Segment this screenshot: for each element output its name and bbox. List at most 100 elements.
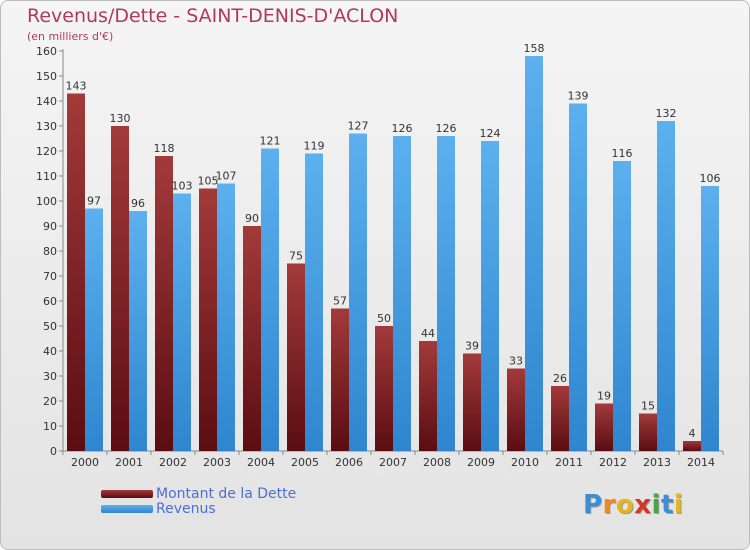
y-tick-label: 150	[36, 70, 57, 83]
logo-letter: P	[583, 490, 603, 520]
logo-letter: i	[651, 490, 661, 520]
bar-chart: 0 10 20 30 40 50 60 70 80 90 100 110 120 130 140 150 160…	[36, 42, 724, 469]
x-tick-label: 2014	[687, 456, 715, 469]
bar-dette-2002	[155, 156, 173, 451]
bar-revenus-2011	[569, 103, 587, 451]
bar-revenus-2014	[701, 186, 719, 451]
data-label-dette-2013: 15	[641, 400, 655, 413]
bar-dette-2012	[595, 403, 613, 451]
data-label-revenus-2010: 158	[524, 42, 545, 55]
data-label-dette-2003: 105	[198, 175, 219, 188]
data-label-dette-2011: 26	[553, 372, 567, 385]
bar-revenus-2005	[305, 153, 323, 451]
chart-bars	[67, 56, 719, 451]
bar-dette-2014	[683, 441, 701, 451]
data-label-dette-2000: 143	[66, 80, 87, 93]
y-tick-label: 20	[43, 395, 57, 408]
data-label-dette-2010: 33	[509, 355, 523, 368]
legend-swatch-revenus	[101, 505, 153, 513]
y-tick-label: 10	[43, 420, 57, 433]
logo-letter: x	[634, 490, 652, 520]
chart-title: Revenus/Dette - SAINT-DENIS-D'ACLON	[27, 5, 399, 27]
data-label-dette-2009: 39	[465, 340, 479, 353]
bar-revenus-2008	[437, 136, 455, 451]
bar-revenus-2009	[481, 141, 499, 451]
data-label-revenus-2012: 116	[612, 147, 633, 160]
x-tick-label: 2001	[115, 456, 143, 469]
bar-dette-2007	[375, 326, 393, 451]
bar-revenus-2006	[349, 133, 367, 451]
bar-revenus-2003	[217, 183, 235, 451]
x-tick-label: 2013	[643, 456, 671, 469]
data-label-revenus-2003: 107	[216, 170, 237, 183]
y-tick-label: 140	[36, 95, 57, 108]
y-tick-label: 130	[36, 120, 57, 133]
x-tick-label: 2005	[291, 456, 319, 469]
bar-revenus-2004	[261, 148, 279, 451]
x-tick-label: 2002	[159, 456, 187, 469]
bar-dette-2008	[419, 341, 437, 451]
data-label-revenus-2011: 139	[568, 90, 589, 103]
data-label-dette-2005: 75	[289, 250, 303, 263]
data-label-revenus-2006: 127	[348, 120, 369, 133]
y-tick-label: 60	[43, 295, 57, 308]
x-tick-label: 2012	[599, 456, 627, 469]
data-label-revenus-2004: 121	[260, 135, 281, 148]
y-tick-label: 0	[50, 445, 57, 458]
logo-letter: i	[673, 490, 684, 520]
data-label-revenus-2013: 132	[656, 107, 677, 120]
y-tick-label: 70	[43, 270, 57, 283]
x-tick-label: 2011	[555, 456, 583, 469]
y-tick-label: 160	[36, 45, 57, 58]
data-label-revenus-2014: 106	[700, 172, 721, 185]
data-label-revenus-2000: 97	[87, 195, 101, 208]
x-tick-label: 2004	[247, 456, 275, 469]
chart-subtitle: (en milliers d'€)	[27, 30, 114, 43]
logo-letter: o	[615, 490, 635, 520]
proxiti-logo: Proxiti	[583, 490, 683, 520]
bar-dette-2013	[639, 413, 657, 451]
x-tick-label: 2000	[71, 456, 99, 469]
legend-label-dette: Montant de la Dette	[156, 486, 297, 502]
bar-dette-2003	[199, 188, 217, 451]
y-tick-label: 100	[36, 195, 57, 208]
data-label-dette-2008: 44	[421, 327, 435, 340]
x-tick-label: 2007	[379, 456, 407, 469]
data-label-revenus-2002: 103	[172, 180, 193, 193]
data-label-revenus-2001: 96	[131, 197, 145, 210]
y-tick-label: 90	[43, 220, 57, 233]
bar-dette-2006	[331, 308, 349, 451]
data-label-revenus-2005: 119	[304, 140, 325, 153]
bar-revenus-2000	[85, 208, 103, 451]
y-tick-label: 40	[43, 345, 57, 358]
y-tick-label: 50	[43, 320, 57, 333]
legend-label-revenus: Revenus	[156, 501, 216, 517]
x-tick-label: 2006	[335, 456, 363, 469]
logo-letter: t	[660, 490, 674, 520]
x-tick-label: 2008	[423, 456, 451, 469]
bar-revenus-2010	[525, 56, 543, 451]
x-tick-label: 2010	[511, 456, 539, 469]
logo-letter: r	[602, 490, 616, 520]
data-label-dette-2004: 90	[245, 212, 259, 225]
bar-dette-2004	[243, 226, 261, 451]
data-label-dette-2014: 4	[689, 427, 696, 440]
data-label-dette-2002: 118	[154, 142, 175, 155]
bar-dette-2009	[463, 353, 481, 451]
bar-dette-2001	[111, 126, 129, 451]
bar-revenus-2002	[173, 193, 191, 451]
data-label-revenus-2009: 124	[480, 127, 501, 140]
data-label-revenus-2007: 126	[392, 122, 413, 135]
bar-dette-2005	[287, 263, 305, 451]
x-tick-label: 2009	[467, 456, 495, 469]
bar-revenus-2013	[657, 121, 675, 451]
y-tick-label: 110	[36, 170, 57, 183]
bar-dette-2011	[551, 386, 569, 451]
y-tick-label: 80	[43, 245, 57, 258]
data-label-revenus-2008: 126	[436, 122, 457, 135]
data-label-dette-2012: 19	[597, 390, 611, 403]
x-tick-label: 2003	[203, 456, 231, 469]
y-tick-label: 120	[36, 145, 57, 158]
